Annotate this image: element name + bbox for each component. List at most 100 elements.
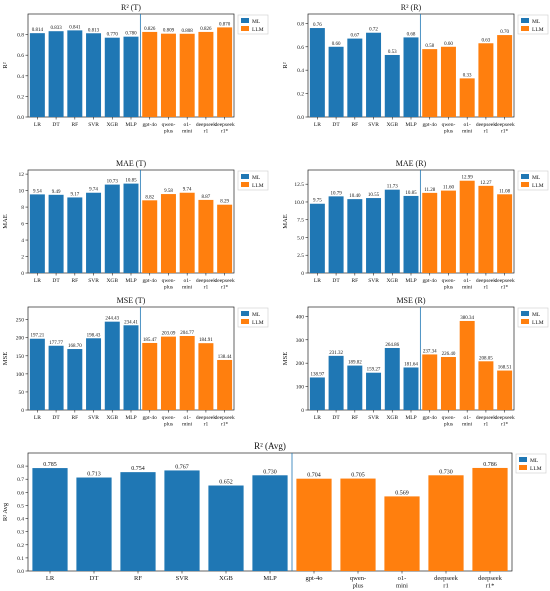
bar-llm — [217, 359, 233, 410]
bar-llm — [440, 46, 456, 117]
bar-ml — [384, 54, 400, 117]
x-tick-label: RF — [71, 122, 78, 128]
data-label: 0.808 — [182, 29, 194, 34]
chart-panel: MAE (R) MAE 0 2.5 5.0 7.5 10.0 12.5 9.75 LR 10.79 D… — [282, 159, 549, 291]
data-label: 8.87 — [202, 195, 211, 200]
y-tick-label: 0.6 — [297, 45, 304, 51]
x-tick-label: DT — [52, 278, 60, 284]
y-tick-label: 0.8 — [297, 21, 304, 27]
x-tick-label: gpt-4o — [423, 122, 438, 128]
y-tick-label: 8 — [21, 205, 24, 211]
x-tick-label: XGB — [106, 415, 118, 421]
x-tick-label: SVR — [368, 415, 379, 421]
data-label: 189.82 — [348, 361, 362, 366]
chart-title: MSE (R) — [396, 296, 425, 305]
data-label: 0.814 — [32, 28, 44, 33]
data-label: 10.85 — [125, 179, 137, 184]
y-tick-label: 200 — [296, 361, 305, 367]
y-axis-label: MAE — [282, 214, 289, 228]
legend-label-llm: LLM — [532, 320, 544, 326]
y-tick-label: 200 — [16, 336, 25, 342]
x-tick-label: qwen-plus — [350, 575, 366, 590]
chart-title: MSE (T) — [117, 296, 146, 305]
chart-title: R² (R) — [401, 3, 422, 12]
legend-swatch-ml — [521, 18, 529, 23]
data-label: 0.33 — [463, 73, 472, 78]
data-label: 8.82 — [145, 195, 154, 200]
data-label: 0.67 — [350, 34, 359, 39]
x-tick-label: qwen-plus — [162, 415, 176, 428]
bar-ml — [123, 183, 139, 273]
x-tick-label: RF — [351, 122, 358, 128]
x-tick-label: deepseek r1 — [196, 415, 216, 428]
legend: ML LLM — [517, 14, 549, 35]
bar-ml — [309, 203, 325, 273]
x-tick-label: SVR — [88, 278, 99, 284]
bar-llm — [160, 194, 176, 273]
bar-llm — [478, 361, 494, 410]
x-tick-label: o1-mini — [182, 122, 193, 135]
data-label: 168.70 — [68, 344, 82, 349]
x-tick-label: MLP — [405, 415, 416, 421]
data-label: 9.17 — [70, 192, 79, 197]
y-tick-label: 12 — [19, 172, 25, 178]
legend-label-llm: LLM — [532, 183, 544, 189]
legend-swatch-ml — [519, 457, 527, 462]
y-tick-label: 0 — [301, 271, 304, 277]
legend-swatch-ml — [521, 174, 529, 179]
bar-ml — [48, 31, 64, 117]
x-tick-label: MLP — [263, 575, 277, 582]
data-label: 177.77 — [49, 341, 63, 346]
legend-label-llm: LLM — [252, 320, 264, 326]
data-label: 10.79 — [330, 191, 342, 196]
x-tick-label: XGB — [106, 278, 118, 284]
y-tick-label: 0 — [21, 271, 24, 277]
x-tick-label: DT — [332, 122, 340, 128]
data-label: 12.27 — [480, 181, 492, 186]
data-label: 181.64 — [404, 362, 418, 367]
data-label: 234.41 — [124, 320, 138, 325]
bar-ml — [29, 338, 45, 410]
bar-llm — [459, 78, 475, 117]
x-tick-label: MLP — [125, 278, 136, 284]
y-axis-label: MSE — [282, 352, 289, 365]
data-label: 0.780 — [125, 32, 137, 37]
data-label: 198.43 — [87, 333, 101, 338]
data-label: 10.85 — [405, 191, 417, 196]
chart-title: MAE (R) — [396, 159, 427, 168]
x-tick-label: LR — [314, 415, 321, 421]
legend-label-ml: ML — [252, 175, 261, 181]
y-tick-label: 0.7 — [17, 477, 24, 483]
data-label: 0.767 — [175, 464, 189, 470]
bar-ml — [328, 196, 344, 273]
data-label: 0.826 — [144, 27, 156, 32]
x-tick-label: SVR — [368, 122, 379, 128]
bar-llm — [497, 370, 513, 410]
bar-ml — [309, 28, 325, 117]
legend-label-llm: LLM — [532, 27, 544, 33]
legend-label-ml: ML — [532, 312, 541, 318]
bar-llm — [198, 343, 214, 410]
data-label: 0.53 — [388, 50, 397, 55]
y-tick-label: 0.0 — [17, 115, 24, 121]
bar-ml — [86, 33, 102, 117]
y-tick-label: 4 — [21, 238, 24, 244]
x-tick-label: RF — [71, 415, 78, 421]
bar-ml — [67, 349, 83, 410]
x-tick-label: SVR — [88, 415, 99, 421]
data-label: 9.49 — [52, 190, 61, 195]
x-tick-label: gpt-4o — [143, 122, 158, 128]
data-label: 237.34 — [423, 349, 437, 354]
x-tick-label: XGB — [219, 575, 233, 582]
data-label: 0.754 — [131, 466, 145, 472]
legend-label-ml: ML — [252, 19, 261, 25]
bar-llm — [384, 496, 420, 571]
bar-llm — [142, 342, 158, 410]
x-tick-label: MLP — [125, 415, 136, 421]
data-label: 264.86 — [385, 343, 399, 348]
bar-ml — [29, 33, 45, 117]
data-label: 0.70 — [500, 30, 509, 35]
y-tick-label: 0.8 — [17, 33, 24, 39]
bar-ml — [403, 367, 419, 410]
y-tick-label: 0.8 — [17, 464, 24, 470]
